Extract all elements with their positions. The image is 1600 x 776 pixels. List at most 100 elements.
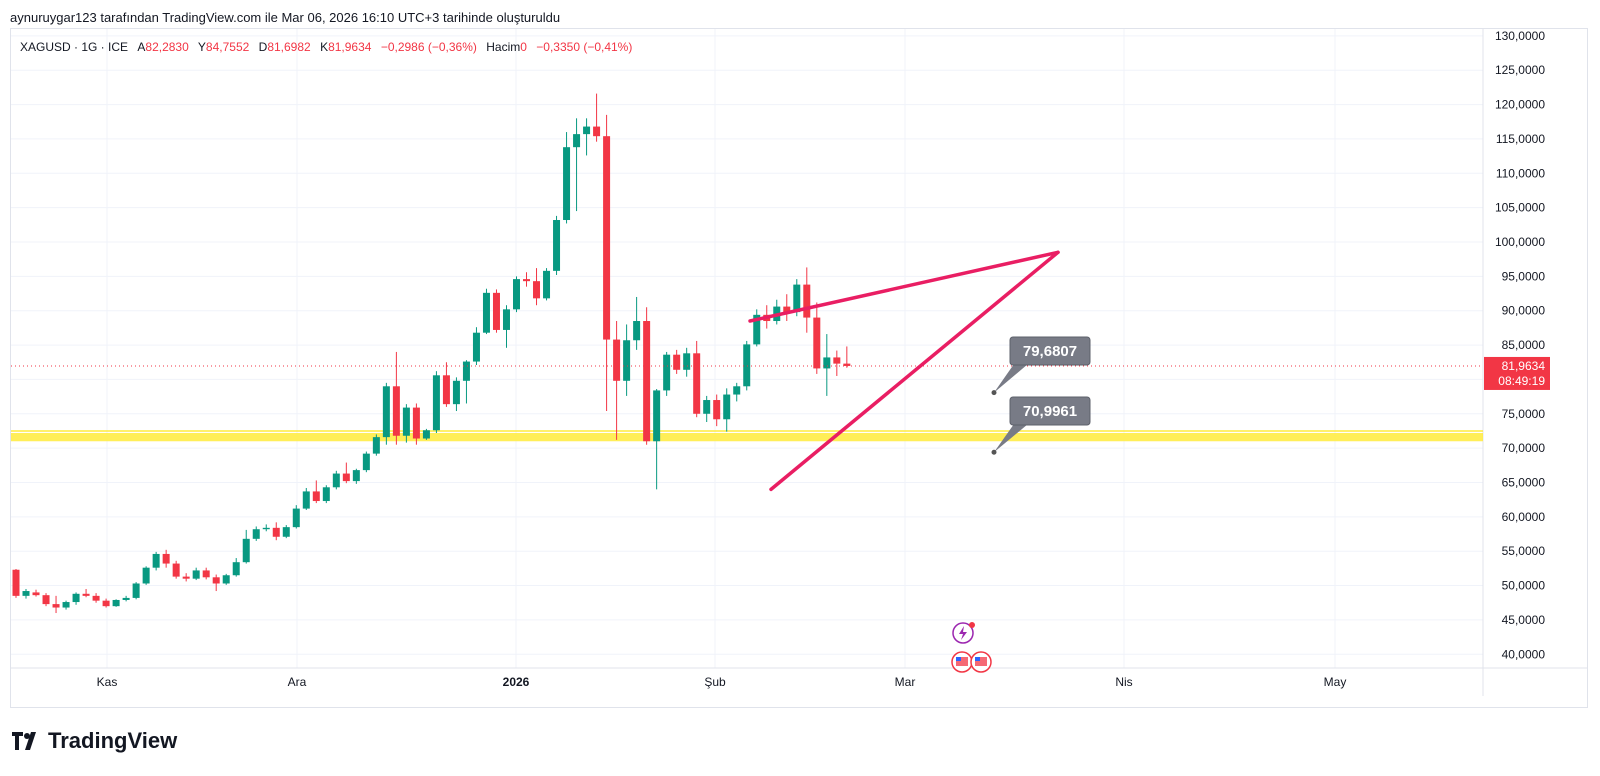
candle-body[interactable]: [282, 527, 290, 537]
y-tick-label: 45,0000: [1502, 613, 1546, 627]
lower-trendline[interactable]: [769, 250, 1060, 492]
last-price-tag: [1484, 356, 1550, 390]
candle-body[interactable]: [362, 453, 370, 471]
notification-dot-icon: [969, 622, 975, 628]
candle-body[interactable]: [212, 577, 220, 584]
candle-body[interactable]: [182, 576, 190, 579]
change-value: −0,2986 (−0,36%): [380, 40, 477, 54]
candle-body[interactable]: [482, 292, 490, 333]
candle-body[interactable]: [392, 386, 400, 436]
candle-body[interactable]: [322, 487, 330, 502]
candle-body[interactable]: [132, 583, 140, 598]
candle-body[interactable]: [172, 563, 180, 577]
candle-body[interactable]: [743, 344, 751, 387]
candle-body[interactable]: [823, 357, 831, 369]
candle-body[interactable]: [633, 321, 641, 341]
candle-body[interactable]: [402, 407, 410, 436]
candle-body[interactable]: [543, 270, 551, 299]
candle-body[interactable]: [12, 569, 20, 596]
candle-body[interactable]: [693, 353, 701, 414]
candle-body[interactable]: [32, 592, 40, 596]
upper-trendline[interactable]: [748, 250, 1060, 323]
candle-body[interactable]: [533, 281, 541, 299]
candle-body[interactable]: [152, 553, 160, 568]
candle-body[interactable]: [513, 279, 520, 310]
candle-body[interactable]: [442, 375, 450, 405]
candle-body[interactable]: [643, 321, 651, 442]
candle-body[interactable]: [843, 363, 851, 366]
candle-body[interactable]: [42, 595, 50, 605]
candle-body[interactable]: [232, 562, 240, 576]
candle-body[interactable]: [462, 361, 470, 381]
candle-body[interactable]: [613, 339, 621, 381]
candle-body[interactable]: [653, 390, 661, 442]
candle-body[interactable]: [82, 593, 90, 596]
candle-body[interactable]: [683, 353, 691, 370]
candle-body[interactable]: [312, 491, 320, 502]
candle-body[interactable]: [222, 575, 230, 584]
candle-body[interactable]: [733, 386, 741, 395]
candle-body[interactable]: [192, 570, 200, 579]
y-tick-label: 95,0000: [1502, 269, 1546, 283]
candle-body[interactable]: [262, 527, 270, 530]
candle-body[interactable]: [52, 604, 60, 608]
candle-body[interactable]: [523, 279, 531, 282]
tradingview-logo[interactable]: TradingView: [12, 728, 177, 754]
candle-body[interactable]: [432, 375, 440, 431]
y-tick-label: 70,0000: [1502, 441, 1546, 455]
candle-body[interactable]: [412, 407, 420, 439]
candle-body[interactable]: [603, 136, 611, 340]
candle-body[interactable]: [833, 357, 841, 364]
candle-body[interactable]: [793, 284, 801, 313]
candle-body[interactable]: [202, 570, 210, 578]
candle-body[interactable]: [292, 508, 300, 528]
candle-body[interactable]: [452, 380, 460, 405]
candle-body[interactable]: [242, 538, 250, 563]
support-zone[interactable]: [11, 433, 1483, 442]
candle-body[interactable]: [783, 306, 791, 313]
candle-body[interactable]: [352, 470, 360, 482]
candle-body[interactable]: [492, 292, 500, 330]
candle-body[interactable]: [92, 595, 100, 601]
candle-body[interactable]: [72, 593, 80, 603]
candle-body[interactable]: [472, 332, 480, 362]
candle-body[interactable]: [573, 134, 581, 148]
candle-body[interactable]: [563, 147, 571, 221]
candle-body[interactable]: [102, 600, 110, 607]
candle-body[interactable]: [623, 340, 631, 381]
candle-body[interactable]: [723, 394, 731, 420]
candle-body[interactable]: [22, 591, 30, 596]
callout-box[interactable]: [1009, 396, 1091, 426]
candle-body[interactable]: [342, 473, 350, 482]
candle-body[interactable]: [422, 430, 430, 439]
x-tick-label: Mar: [895, 675, 916, 689]
candle-body[interactable]: [252, 529, 260, 539]
candle-body[interactable]: [332, 473, 340, 488]
candle-body[interactable]: [713, 400, 721, 420]
candle-body[interactable]: [673, 354, 681, 370]
candle-body[interactable]: [112, 599, 120, 607]
candle-body[interactable]: [62, 602, 70, 608]
candle-body[interactable]: [593, 126, 601, 137]
candle-body[interactable]: [302, 491, 310, 509]
x-tick-label: 2026: [503, 675, 530, 689]
symbol-name[interactable]: XAGUSD · 1G · ICE: [20, 40, 129, 54]
x-tick-label: Ara: [288, 675, 307, 689]
candle-body[interactable]: [553, 220, 561, 271]
candle-body[interactable]: [813, 317, 821, 369]
callout-box[interactable]: [1009, 336, 1091, 366]
candle-body[interactable]: [803, 284, 811, 318]
candle-body[interactable]: [142, 567, 150, 584]
candle-body[interactable]: [703, 400, 711, 414]
candle-body[interactable]: [663, 354, 671, 391]
candle-body[interactable]: [502, 309, 510, 330]
candle-body[interactable]: [753, 314, 761, 345]
candle-body[interactable]: [583, 126, 591, 135]
candle-body[interactable]: [372, 437, 380, 454]
candle-body[interactable]: [162, 553, 170, 564]
candle-body[interactable]: [122, 597, 130, 600]
candle-body[interactable]: [272, 527, 280, 537]
candle-body[interactable]: [382, 386, 390, 438]
y-tick-label: 60,0000: [1502, 510, 1546, 524]
